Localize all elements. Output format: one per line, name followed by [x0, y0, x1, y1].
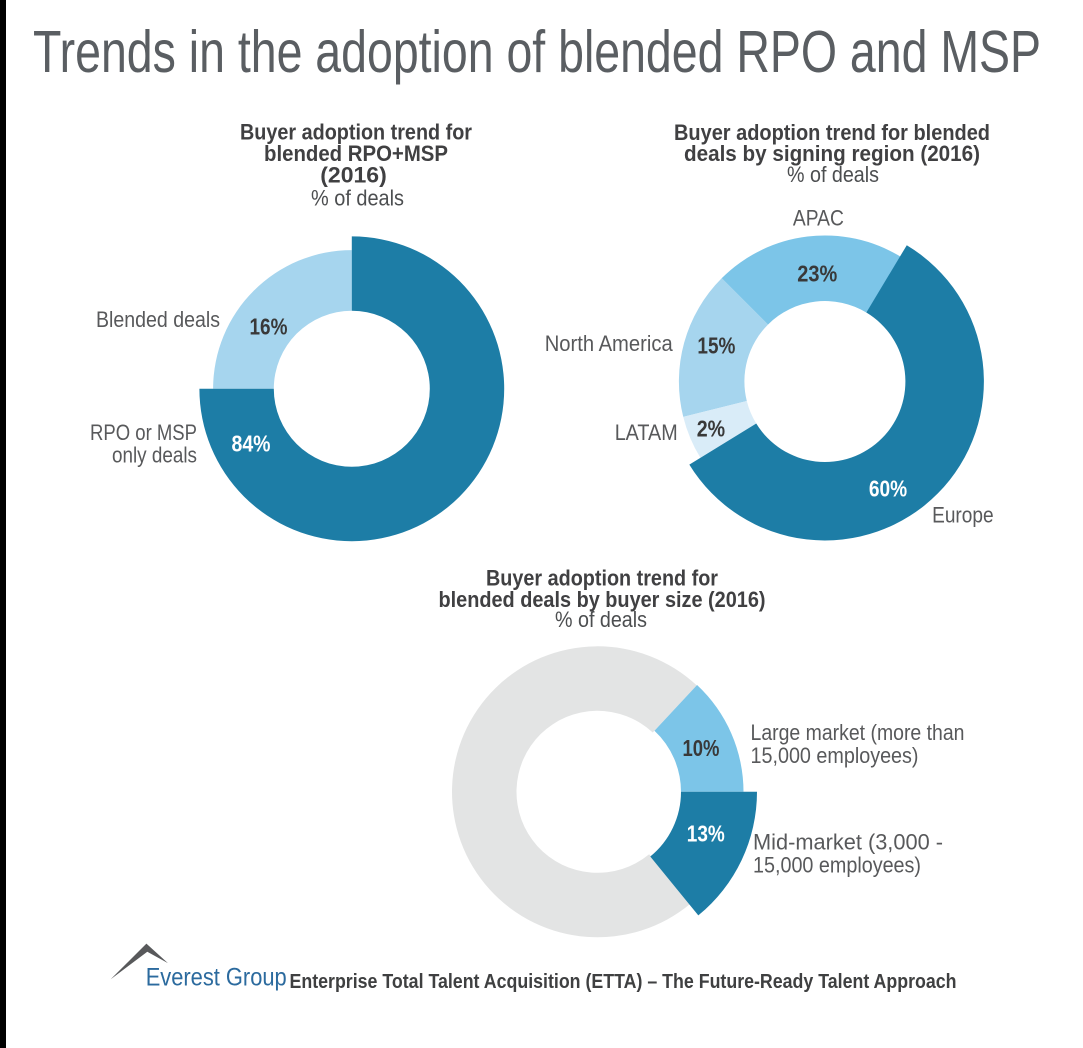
svg-text:Everest Group: Everest Group: [146, 963, 287, 991]
svg-text:Large market (more than: Large market (more than: [751, 720, 965, 745]
svg-text:15,000 employees): 15,000 employees): [753, 853, 921, 878]
svg-text:10%: 10%: [683, 735, 720, 761]
svg-text:13%: 13%: [687, 820, 725, 846]
svg-text:Mid-market (3,000 -: Mid-market (3,000 -: [753, 830, 943, 855]
svg-text:15,000 employees): 15,000 employees): [751, 743, 919, 768]
svg-text:Buyer adoption trend for: Buyer adoption trend for: [240, 120, 472, 145]
svg-text:60%: 60%: [869, 476, 907, 502]
svg-text:North America: North America: [545, 331, 674, 356]
svg-text:15%: 15%: [697, 333, 735, 359]
svg-text:blended deals by buyer size (2: blended deals by buyer size (2016): [439, 587, 766, 612]
svg-text:(2016): (2016): [320, 163, 387, 188]
svg-text:% of deals: % of deals: [555, 607, 647, 632]
svg-text:Europe: Europe: [932, 502, 994, 527]
svg-text:16%: 16%: [250, 313, 288, 339]
svg-text:2%: 2%: [697, 416, 725, 442]
svg-text:Buyer adoption trend for: Buyer adoption trend for: [486, 566, 718, 591]
svg-text:LATAM: LATAM: [615, 420, 678, 445]
svg-text:only deals: only deals: [112, 442, 197, 467]
svg-text:% of deals: % of deals: [787, 162, 879, 187]
svg-text:23%: 23%: [797, 260, 837, 286]
svg-text:APAC: APAC: [793, 206, 844, 231]
svg-text:Blended deals: Blended deals: [96, 307, 220, 332]
svg-text:Trends in the adoption of blen: Trends in the adoption of blended RPO an…: [33, 19, 1041, 85]
svg-text:blended RPO+MSP: blended RPO+MSP: [264, 141, 448, 166]
svg-text:deals by signing region (2016): deals by signing region (2016): [684, 141, 980, 166]
svg-text:RPO or MSP: RPO or MSP: [90, 420, 197, 445]
svg-text:84%: 84%: [232, 430, 271, 456]
svg-text:Buyer adoption trend for blend: Buyer adoption trend for blended: [674, 120, 990, 145]
svg-text:Enterprise Total Talent Acquis: Enterprise Total Talent Acquisition (ETT…: [290, 970, 957, 993]
svg-text:% of deals: % of deals: [311, 186, 404, 211]
